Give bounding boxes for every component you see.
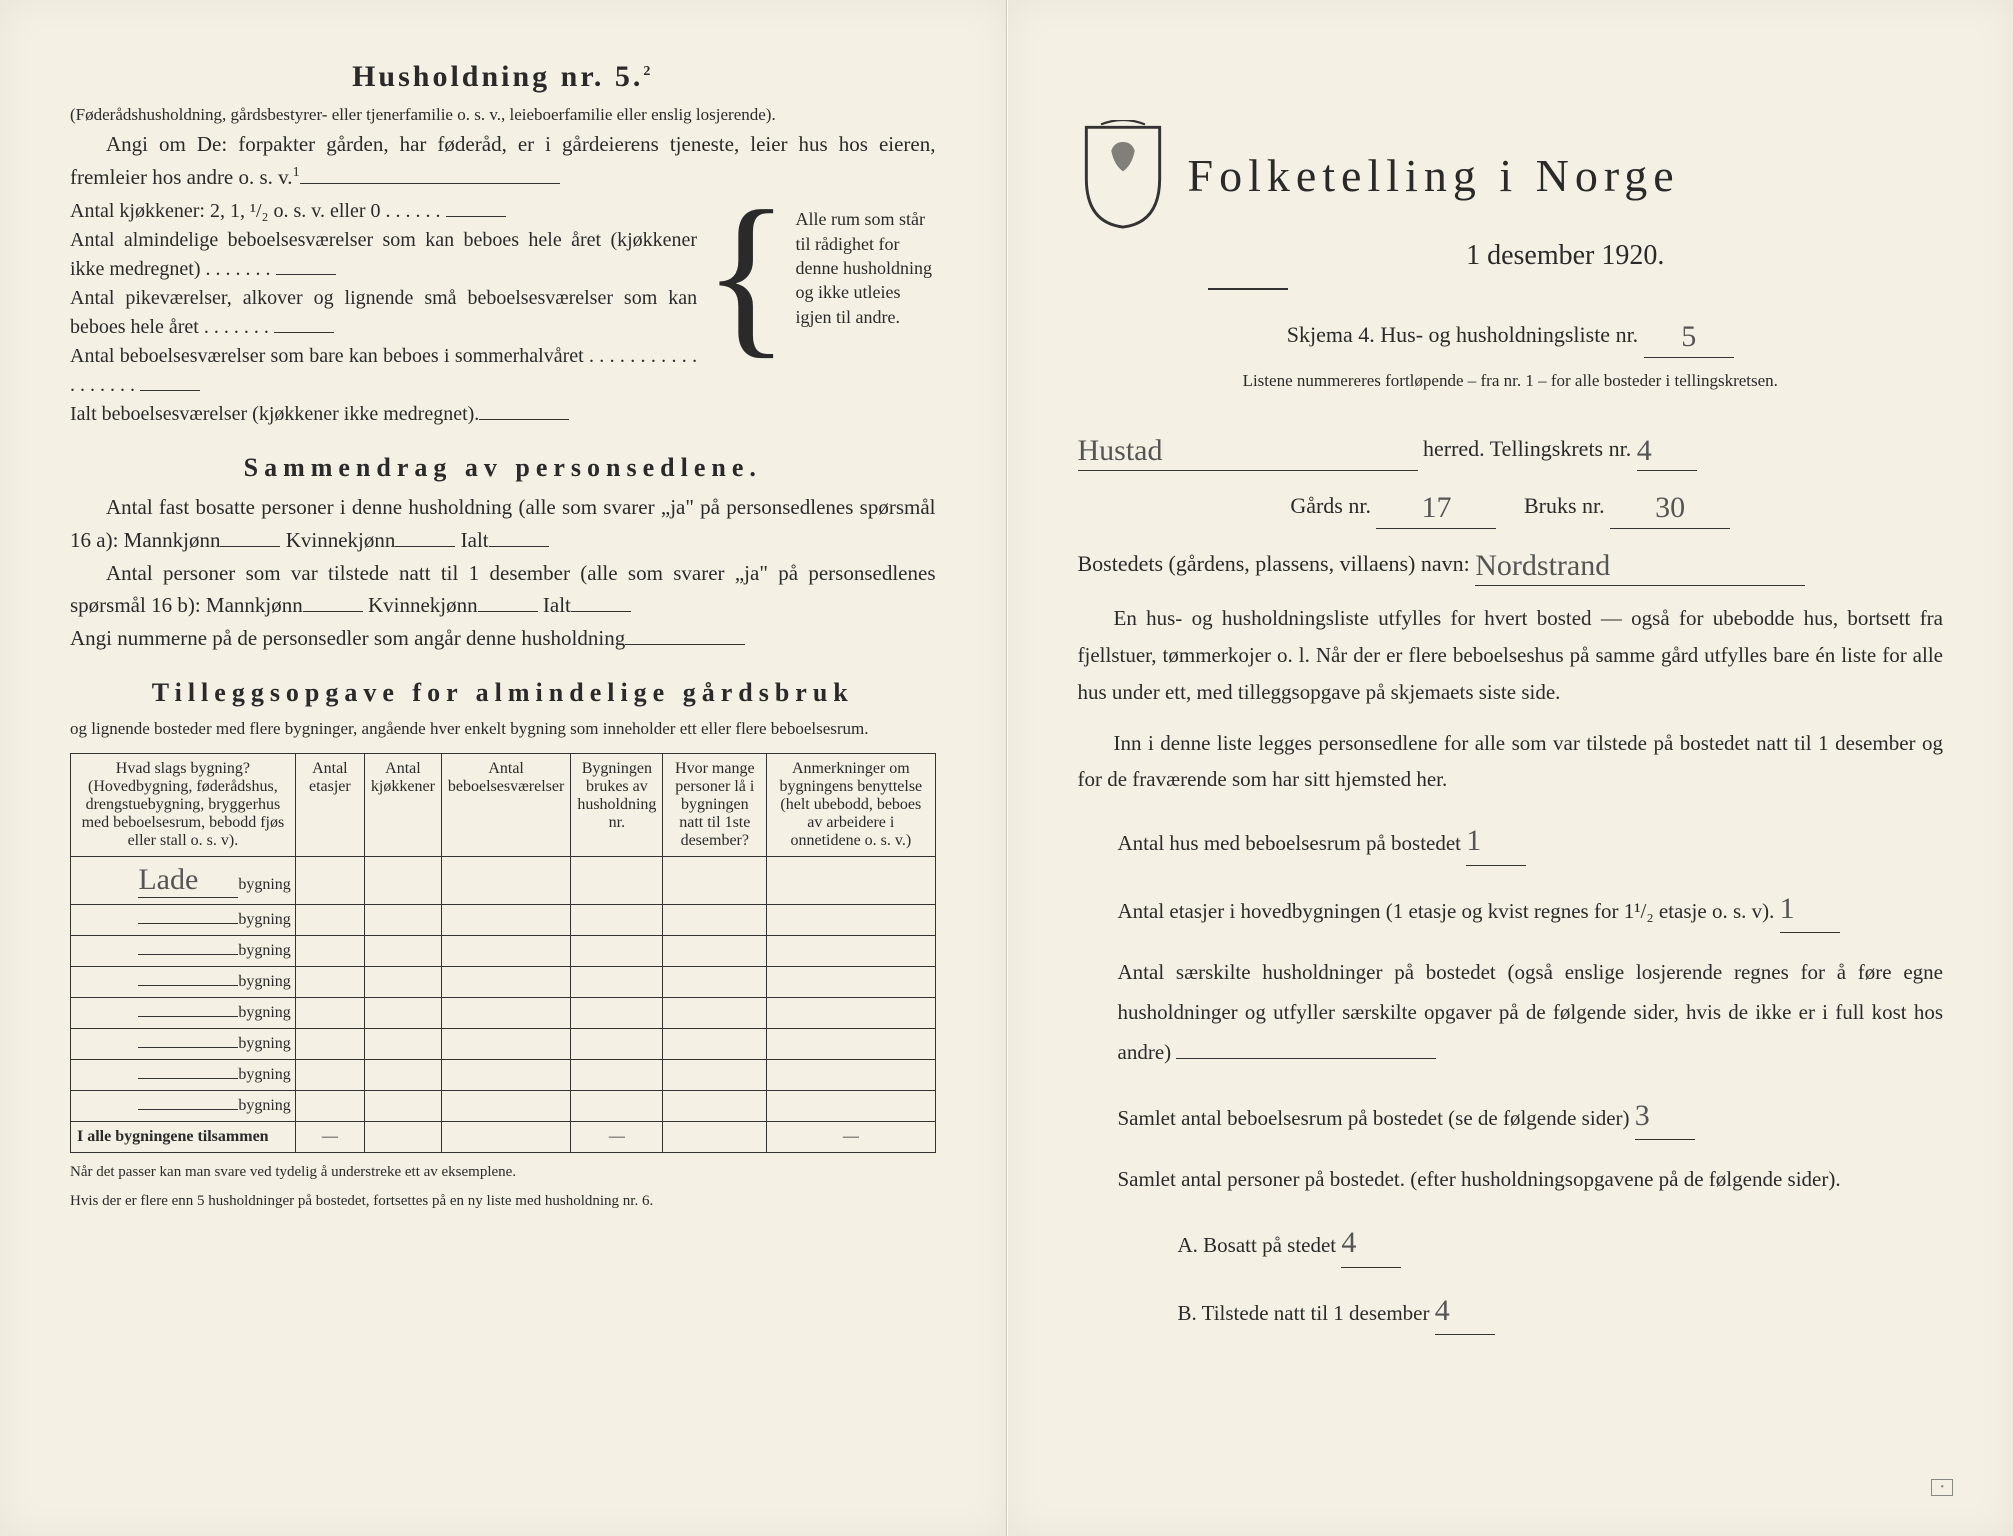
q3: Antal særskilte husholdninger på bostede…: [1118, 953, 1944, 1073]
tillegg-sub: og lignende bosteder med flere bygninger…: [70, 716, 936, 742]
table-row: bygning: [71, 1090, 936, 1121]
th-6: Anmerkninger om bygningens benyttelse (h…: [767, 753, 935, 856]
title-row: Folketelling i Norge: [1078, 120, 1944, 230]
census-date: 1 desember 1920.: [1188, 240, 1944, 272]
table-footer-row: I alle bygningene tilsammen———: [71, 1121, 936, 1152]
tillegg-heading: Tilleggsopgave for almindelige gårdsbruk: [70, 678, 936, 708]
table-row: bygning: [71, 966, 936, 997]
herred-line: Hustad herred. Tellingskrets nr. 4: [1078, 424, 1944, 472]
table-row: bygning: [71, 935, 936, 966]
right-page: Folketelling i Norge 1 desember 1920. Sk…: [1007, 0, 2013, 1536]
q1: Antal hus med beboelsesrum på bostedet 1: [1118, 818, 1944, 866]
th-3: Antal beboelsesværelser: [441, 753, 570, 856]
para-2: Inn i denne liste legges personsedlene f…: [1078, 725, 1944, 799]
kitchens-line: Antal kjøkkener: 2, 1, ¹/₂ o. s. v. elle…: [70, 197, 697, 226]
summary-line-1: Antal fast bosatte personer i denne hush…: [70, 491, 936, 556]
divider: [1208, 288, 1288, 290]
household-subtitle: (Føderådshusholdning, gårdsbestyrer- ell…: [70, 102, 936, 128]
gards-line: Gårds nr. 17 Bruks nr. 30: [1078, 481, 1944, 529]
th-5: Hvor mange personer lå i bygningen natt …: [663, 753, 767, 856]
left-page: Husholdning nr. 5.2 (Føderådshusholdning…: [0, 0, 1007, 1536]
rooms-line-total: Ialt beboelsesværelser (kjøkkener ikke m…: [70, 400, 697, 429]
row1-hand: Lade: [138, 863, 238, 898]
th-4: Bygningen brukes av husholdning nr.: [571, 753, 663, 856]
q4: Samlet antal beboelsesrum på bostedet (s…: [1118, 1093, 1944, 1141]
building-table: Hvad slags bygning? (Hovedbygning, føder…: [70, 753, 936, 1153]
table-row: bygning: [71, 1059, 936, 1090]
summary-heading: Sammendrag av personsedlene.: [70, 453, 936, 483]
brace-note: Alle rum som står til rådighet for denne…: [796, 197, 936, 429]
footnote-1: Når det passer kan man svare ved tydelig…: [70, 1163, 936, 1183]
th-2: Antal kjøkkener: [364, 753, 441, 856]
household-heading: Husholdning nr. 5.2: [70, 60, 936, 94]
table-row: bygning: [71, 997, 936, 1028]
table-row: Ladebygning: [71, 856, 936, 904]
summary-line-2: Antal personer som var tilstede natt til…: [70, 557, 936, 622]
coat-of-arms-icon: [1078, 120, 1168, 230]
table-row: bygning: [71, 1028, 936, 1059]
curly-brace: {: [697, 197, 795, 429]
rooms-block: Antal kjøkkener: 2, 1, ¹/₂ o. s. v. elle…: [70, 197, 936, 429]
rooms-line-3: Antal beboelsesværelser som bare kan beb…: [70, 342, 697, 400]
bosted-line: Bostedets (gårdens, plassens, villaens) …: [1078, 539, 1944, 587]
table-row: bygning: [71, 904, 936, 935]
th-1: Antal etasjer: [295, 753, 364, 856]
printer-stamp: •: [1931, 1479, 1953, 1496]
qB: B. Tilstede natt til 1 desember 4: [1178, 1288, 1944, 1336]
footnote-2: Hvis der er flere enn 5 husholdninger på…: [70, 1192, 936, 1212]
listene-note: Listene nummereres fortløpende – fra nr.…: [1078, 368, 1944, 394]
para-1: En hus- og husholdningsliste utfylles fo…: [1078, 600, 1944, 710]
qA: A. Bosatt på stedet 4: [1178, 1220, 1944, 1268]
main-title: Folketelling i Norge: [1188, 149, 1680, 202]
th-0: Hvad slags bygning? (Hovedbygning, føder…: [71, 753, 296, 856]
angi-line: Angi om De: forpakter gården, har føderå…: [70, 128, 936, 193]
skjema-line: Skjema 4. Hus- og husholdningsliste nr. …: [1078, 310, 1944, 358]
q2: Antal etasjer i hovedbygningen (1 etasje…: [1118, 886, 1944, 934]
summary-line-3: Angi nummerne på de personsedler som ang…: [70, 622, 936, 655]
rooms-line-1: Antal almindelige beboelsesværelser som …: [70, 226, 697, 284]
rooms-line-2: Antal pikeværelser, alkover og lignende …: [70, 284, 697, 342]
q5: Samlet antal personer på bostedet. (efte…: [1118, 1160, 1944, 1200]
instructions: En hus- og husholdningsliste utfylles fo…: [1078, 600, 1944, 798]
